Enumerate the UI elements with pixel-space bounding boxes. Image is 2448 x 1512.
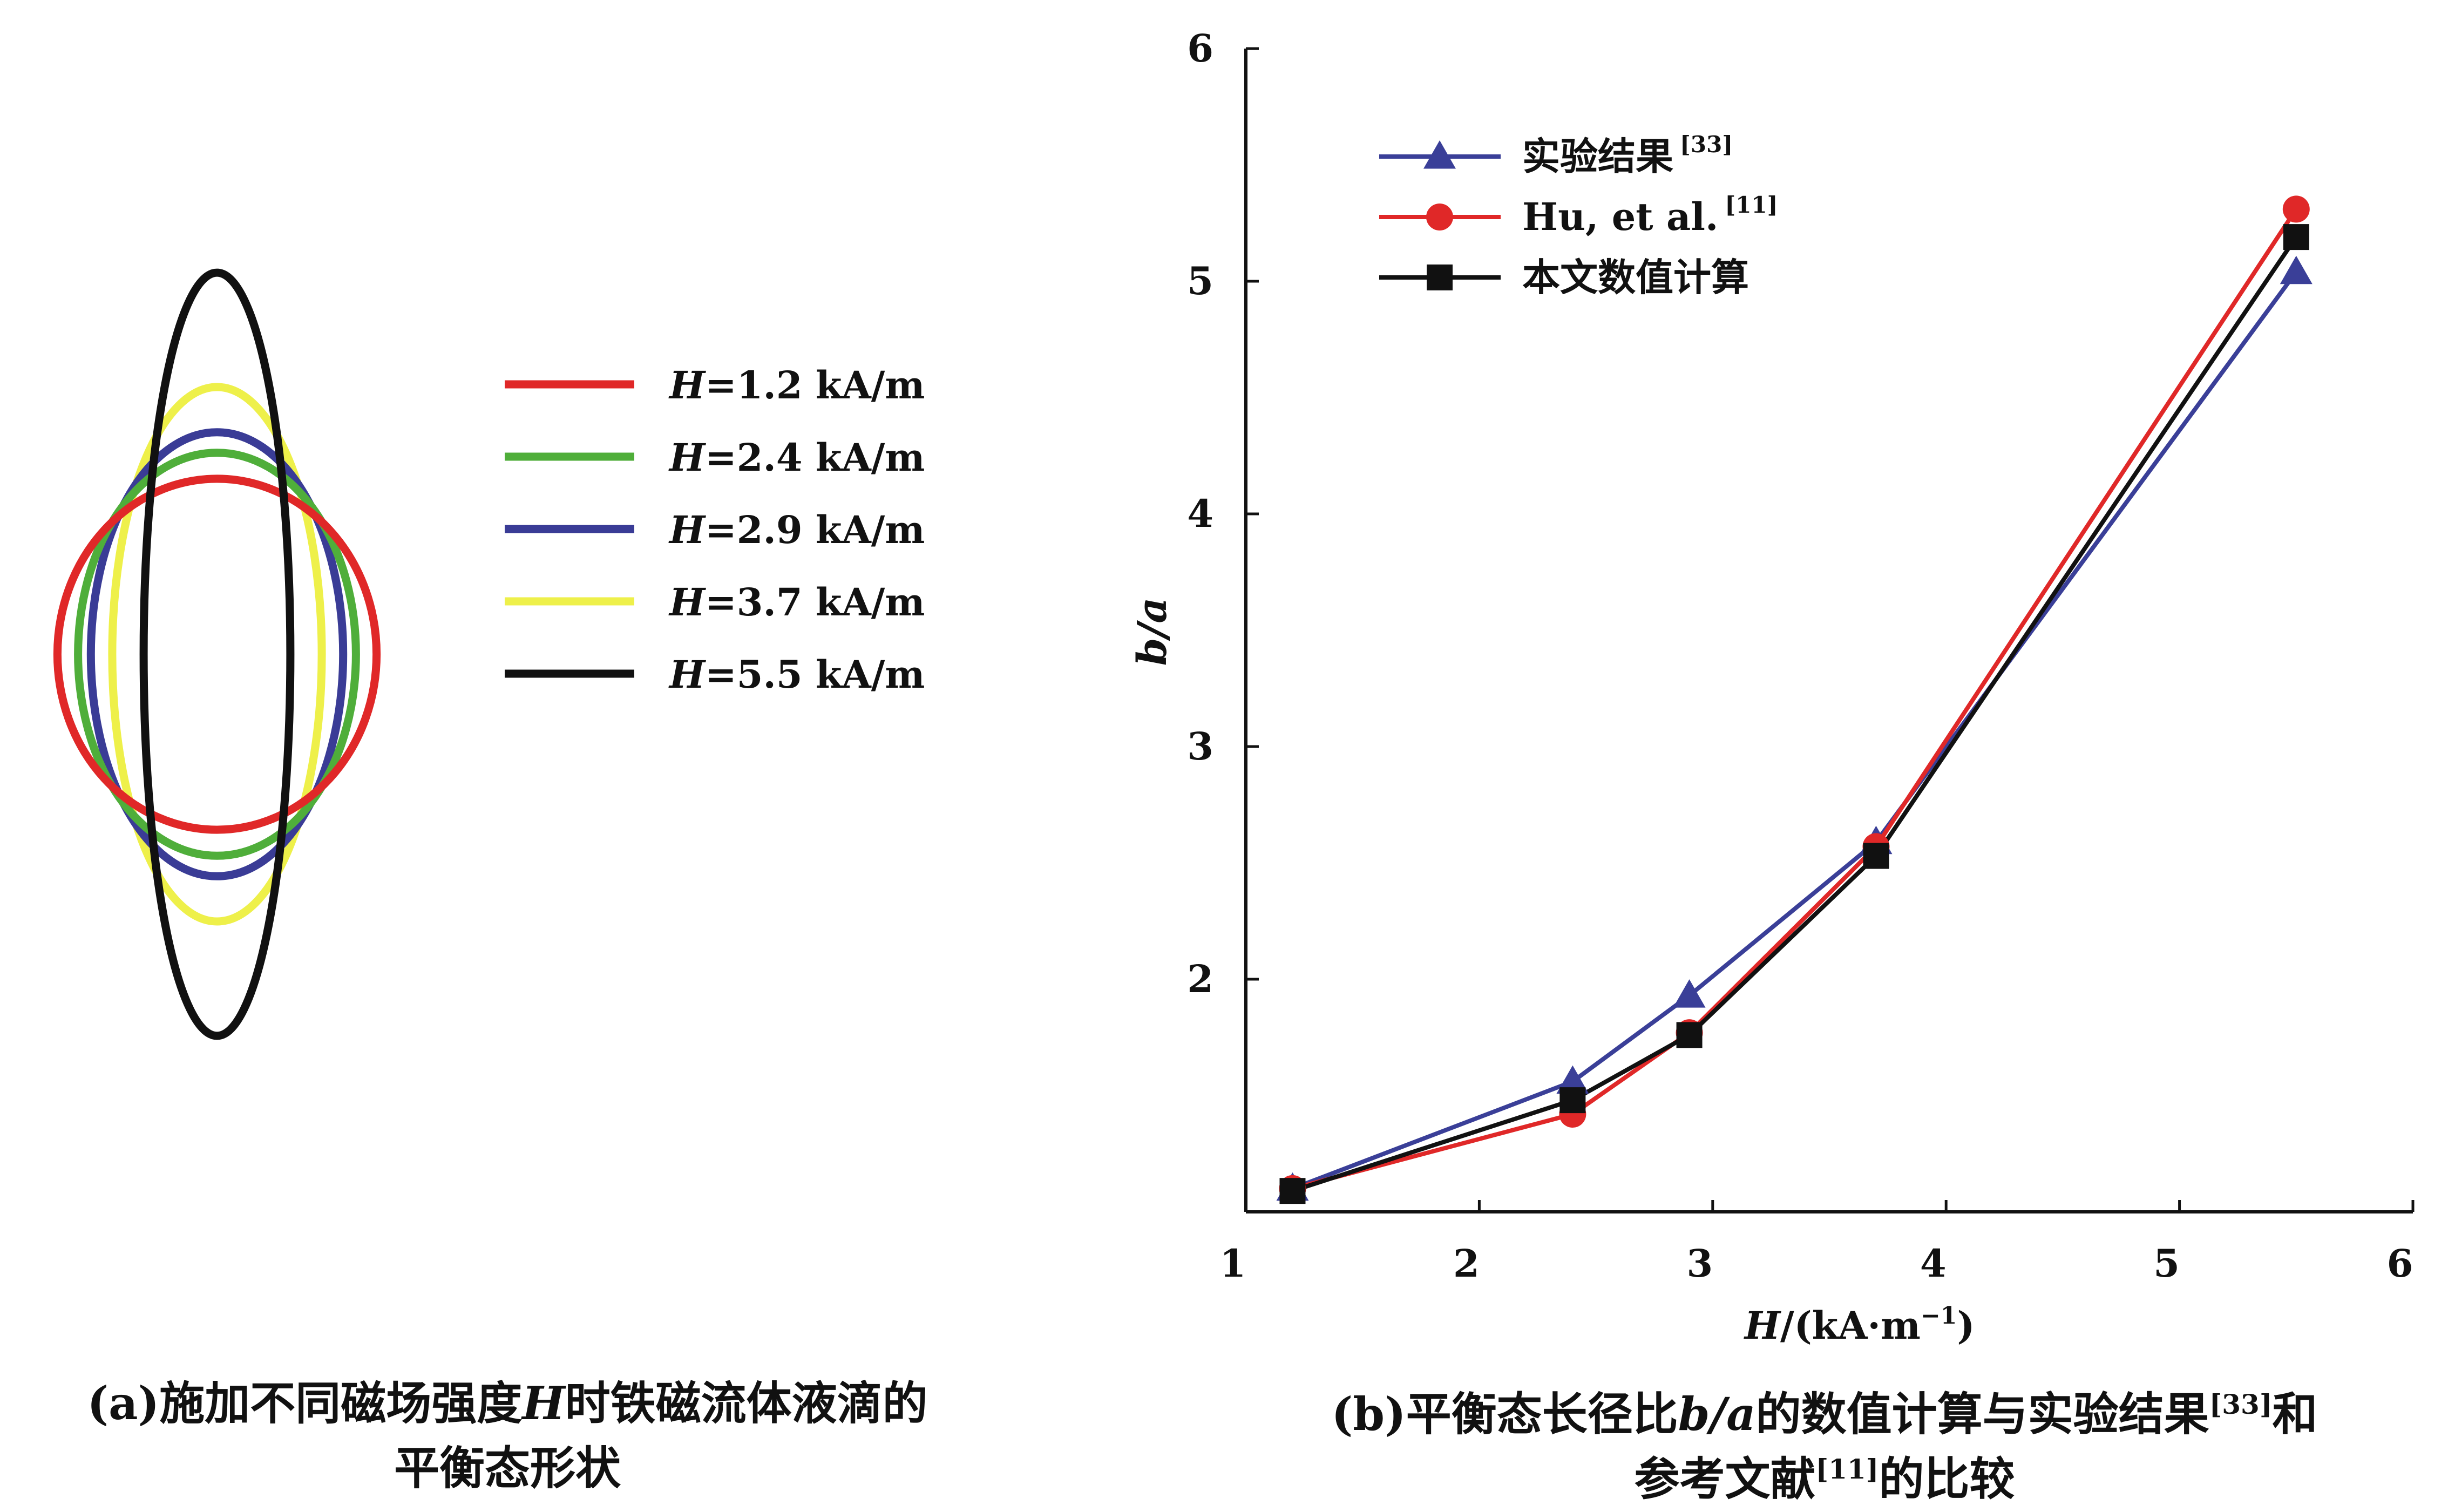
- x-tick-label-4: 4: [1920, 1241, 1947, 1286]
- x-axis-label-unit: /(kA·m: [1780, 1303, 1921, 1348]
- series-line-circle: [1292, 208, 2298, 1191]
- legend-b-label-2: Hu, et al. [11]: [1522, 192, 1778, 239]
- series-line-square: [1292, 235, 2298, 1194]
- y-tick-label-2: 2: [1187, 957, 1213, 1001]
- y-tick-label-3: 3: [1187, 724, 1213, 769]
- legend-a-label-var: H: [668, 363, 706, 408]
- droplet-shape-5: [139, 268, 295, 1040]
- data-point-triangle-3: [1673, 979, 1706, 1008]
- legend-a-label-5: H=5.5 kA/m: [668, 652, 925, 697]
- caption-b-label: (b): [1331, 1387, 1406, 1441]
- legend-a-label-value: =3.7 kA/m: [705, 580, 925, 625]
- caption-b-line2: 参考文献: [1634, 1452, 1816, 1506]
- legend-b-marker-2: [1426, 204, 1453, 230]
- x-axis-label: H/(kA·m−1): [1744, 1302, 1975, 1348]
- y-tick-label-5: 5: [1187, 259, 1213, 303]
- legend-b-label-name: Hu, et al.: [1522, 194, 1718, 239]
- legend-a-label-var: H: [668, 507, 706, 552]
- panel-a-droplet-shapes: [53, 268, 381, 1040]
- legend-a-label-var: H: [668, 435, 706, 480]
- legend-a-label-value: =2.4 kA/m: [705, 435, 925, 480]
- caption-a-label: (a): [87, 1377, 160, 1430]
- legend-a-label-4: H=3.7 kA/m: [668, 580, 925, 625]
- y-axis-label: b/a: [1129, 598, 1176, 666]
- y-tick-label-6: 6: [1187, 26, 1213, 71]
- caption-a-var: H: [522, 1377, 565, 1430]
- caption-b-line2-end: 的比较: [1879, 1452, 2015, 1506]
- data-point-triangle-5: [2280, 255, 2313, 284]
- data-point-triangle-2: [1556, 1065, 1589, 1094]
- data-point-square-1: [1279, 1178, 1306, 1204]
- legend-b-label-name: 本文数值计算: [1522, 255, 1749, 300]
- x-tick-label-6: 6: [2387, 1241, 2413, 1286]
- caption-b-text-1: 平衡态长径比: [1406, 1387, 1678, 1441]
- x-axis-label-exponent: −1: [1921, 1302, 1957, 1330]
- droplet-shape-1: [53, 474, 381, 834]
- legend-a-label-value: =5.5 kA/m: [705, 652, 925, 697]
- x-tick-label-2: 2: [1453, 1241, 1480, 1286]
- legend-a-label-value: =1.2 kA/m: [705, 363, 925, 408]
- series-line-triangle: [1292, 270, 2298, 1191]
- legend-a-label-2: H=2.4 kA/m: [668, 435, 925, 480]
- legend-b-label-ref: [33]: [1680, 131, 1733, 158]
- panel-b-aspect-ratio-chart: 1 2 3 4 5 6 2 3 4 5 6 H/(kA·m−1) b/a 实验结果 [33] Hu, et a…: [1129, 26, 2415, 1348]
- caption-b-text-3: 和: [2272, 1387, 2318, 1441]
- caption-a-text-1: 施加不同磁场强度: [159, 1377, 523, 1430]
- x-axis-label-var: H: [1744, 1303, 1781, 1348]
- legend-b-label-1: 实验结果 [33]: [1522, 131, 1733, 179]
- legend-a-label-value: =2.9 kA/m: [705, 507, 925, 552]
- legend-b-marker-1: [1423, 140, 1456, 169]
- panel-a-legend: H=1.2 kA/mH=2.4 kA/mH=2.9 kA/mH=3.7 kA/m…: [505, 363, 925, 697]
- data-point-square-2: [1559, 1087, 1586, 1114]
- caption-a: (a)施加不同磁场强度H时铁磁流体液滴的 平衡态形状: [16, 1371, 999, 1501]
- legend-b-label-name: 实验结果: [1522, 134, 1673, 179]
- legend-b-marker-3: [1427, 265, 1453, 290]
- caption-a-text-2: 时铁磁流体液滴的: [565, 1377, 928, 1430]
- x-tick-label-5: 5: [2153, 1241, 2180, 1286]
- legend-a-label-var: H: [668, 580, 706, 625]
- data-point-square-4: [1863, 843, 1889, 869]
- legend-a-label-3: H=2.9 kA/m: [668, 507, 925, 552]
- droplet-shape-3: [86, 428, 348, 880]
- legend-b-label-ref: [11]: [1725, 192, 1778, 218]
- droplet-shape-2: [74, 449, 360, 860]
- x-tick-label-3: 3: [1686, 1241, 1713, 1286]
- caption-b-text-2: 的数值计算与实验结果: [1755, 1387, 2209, 1441]
- caption-a-line2: 平衡态形状: [394, 1441, 621, 1495]
- data-point-circle-5: [2282, 195, 2310, 223]
- legend-a-label-1: H=1.2 kA/m: [668, 363, 925, 408]
- droplet-shape-4: [108, 383, 326, 926]
- caption-b: (b)平衡态长径比b/a的数值计算与实验结果[33]和 参考文献[11]的比较: [1231, 1382, 2418, 1511]
- x-tick-label-1: 1: [1220, 1241, 1246, 1286]
- caption-b-var: b/a: [1678, 1387, 1756, 1441]
- data-point-square-3: [1676, 1022, 1703, 1048]
- legend-a-label-var: H: [668, 652, 706, 697]
- legend-b-label-3: 本文数值计算: [1522, 255, 1749, 300]
- data-point-square-5: [2283, 224, 2309, 250]
- caption-b-ref1: [33]: [2209, 1388, 2273, 1420]
- x-axis-label-close: ): [1957, 1303, 1975, 1348]
- caption-b-ref2: [11]: [1815, 1453, 1879, 1485]
- y-tick-label-4: 4: [1187, 491, 1213, 536]
